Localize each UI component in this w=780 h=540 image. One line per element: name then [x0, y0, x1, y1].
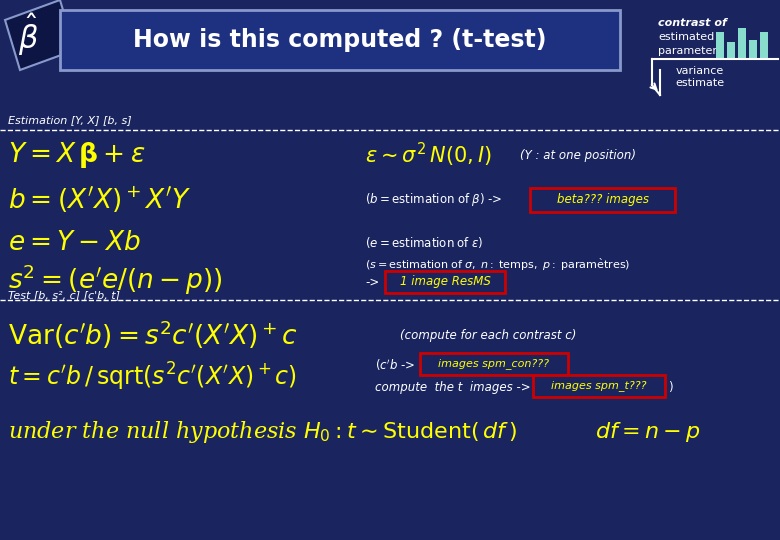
Bar [716, 32, 724, 60]
Bar [749, 40, 757, 60]
Text: $\mathrm{Var}(c'b) = s^2c'(X'X)^+c$: $\mathrm{Var}(c'b) = s^2c'(X'X)^+c$ [8, 319, 298, 351]
Bar [420, 353, 568, 375]
Text: $(s = \mathrm{estimation\;of}\;\sigma,\;n:\;\mathrm{temps,}\;p:\;\mathrm{param\`: $(s = \mathrm{estimation\;of}\;\sigma,\;… [365, 257, 630, 273]
Text: $e = Y - Xb$: $e = Y - Xb$ [8, 230, 140, 254]
Text: $\hat{\beta}$: $\hat{\beta}$ [18, 12, 38, 58]
Text: $t = c'b\,/\,\mathrm{sqrt}(s^2c'(X'X)^+c)$: $t = c'b\,/\,\mathrm{sqrt}(s^2c'(X'X)^+c… [8, 361, 297, 393]
Text: $s^2 = (e'e/(n - p))$: $s^2 = (e'e/(n - p))$ [8, 263, 223, 297]
Bar [60, 10, 620, 70]
Bar [533, 375, 665, 397]
Bar [385, 271, 505, 293]
Bar [760, 32, 768, 60]
Bar [530, 188, 675, 212]
Text: Estimation [Y, X] [b, s]: Estimation [Y, X] [b, s] [8, 115, 132, 125]
Text: $(b = \mathrm{estimation\;of}\;\beta)$ ->: $(b = \mathrm{estimation\;of}\;\beta)$ -… [365, 192, 502, 208]
Text: $df = n-p$: $df = n-p$ [595, 420, 700, 444]
Text: under the null hypothesis $H_0 : t \sim \mathrm{Student}(\,df\,)$: under the null hypothesis $H_0 : t \sim … [8, 419, 517, 445]
Text: Test [b, s², c] [c'b, t]: Test [b, s², c] [c'b, t] [8, 290, 120, 300]
Polygon shape [5, 0, 75, 70]
Text: $Y = X\,\mathbf{\beta} + \varepsilon$: $Y = X\,\mathbf{\beta} + \varepsilon$ [8, 140, 145, 170]
Text: beta??? images: beta??? images [557, 193, 649, 206]
Text: compute  the t  images ->: compute the t images -> [375, 381, 530, 394]
Text: images spm_con???: images spm_con??? [438, 359, 549, 369]
Text: $\varepsilon \sim \sigma^2\,N(0,I)$: $\varepsilon \sim \sigma^2\,N(0,I)$ [365, 141, 491, 169]
Text: estimated: estimated [658, 32, 714, 42]
Text: $(c'b$ ->: $(c'b$ -> [375, 357, 415, 373]
Text: $b = (X'X)^+X'Y$: $b = (X'X)^+X'Y$ [8, 185, 191, 215]
Text: images spm_t???: images spm_t??? [551, 381, 647, 392]
Text: How is this computed ? (t-test): How is this computed ? (t-test) [133, 28, 547, 52]
Bar [738, 28, 746, 60]
Text: parameters: parameters [658, 46, 723, 56]
Text: ->: -> [365, 275, 379, 288]
Text: 1 image ResMS: 1 image ResMS [399, 275, 491, 288]
Text: (Y : at one position): (Y : at one position) [520, 148, 636, 161]
Text: ): ) [668, 381, 672, 394]
Text: variance
estimate: variance estimate [675, 66, 725, 88]
Text: (compute for each contrast c): (compute for each contrast c) [400, 328, 576, 341]
Bar [727, 42, 735, 60]
Text: contrast of: contrast of [658, 18, 727, 28]
Text: $(e = \mathrm{estimation\;of}\;\varepsilon)$: $(e = \mathrm{estimation\;of}\;\varepsil… [365, 234, 484, 249]
